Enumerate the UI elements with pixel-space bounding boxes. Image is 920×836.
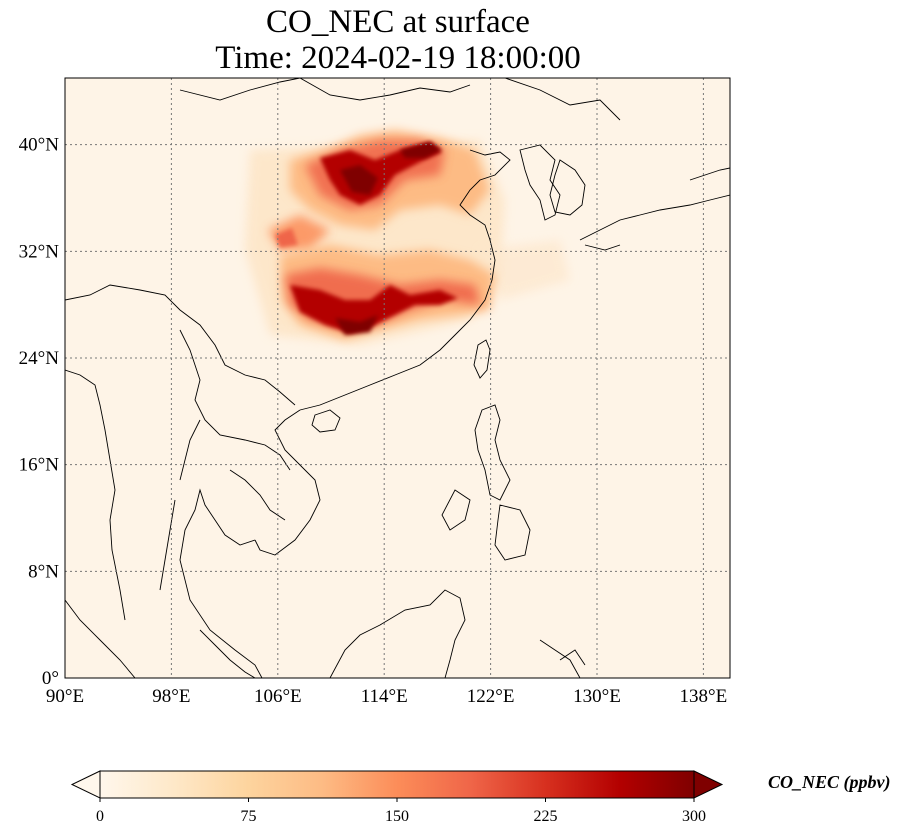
concentration-field [245,130,570,345]
lon-tick-label: 90°E [46,686,84,707]
lat-tick-label: 24°N [19,348,60,369]
colorbar-tick-label: 225 [534,808,558,825]
map-frame [64,77,731,679]
lon-tick-label: 138°E [680,686,728,707]
lon-tick-label: 98°E [152,686,190,707]
lat-tick-label: 40°N [19,135,60,156]
colorbar-tick-label: 75 [241,808,257,825]
colorbar-gradient [100,771,694,798]
colorbar-extend-min [70,770,101,799]
colorbar-tick-label: 0 [96,808,104,825]
lon-tick-label: 114°E [361,686,408,707]
colorbar-tick-label: 300 [682,808,706,825]
latitude-axis-labels: 0° 8°N 16°N 24°N 32°N 40°N [19,135,60,689]
map-title-line1: CO_NEC at surface [266,4,530,40]
gridlines [65,78,730,678]
lon-tick-label: 106°E [254,686,302,707]
coastlines-and-borders [65,78,730,678]
lon-tick-label: 122°E [467,686,515,707]
colorbar-tick-label: 150 [385,808,409,825]
lon-tick-label: 130°E [573,686,621,707]
colorbar-extend-max [693,770,724,799]
colorbar-title: CO_NEC (ppbv) [768,772,891,793]
lat-tick-label: 0° [42,668,59,689]
colorbar-ticks: 0 75 150 225 300 [96,798,706,825]
lat-tick-label: 16°N [19,455,60,476]
longitude-axis-labels: 90°E 98°E 106°E 114°E 122°E 130°E 138°E [46,686,727,707]
lat-tick-label: 8°N [28,561,59,582]
lat-tick-label: 32°N [19,241,60,262]
colorbar: 0 75 150 225 300 CO_NEC (ppbv) [70,770,891,825]
map-title-line2: Time: 2024-02-19 18:00:00 [215,40,581,76]
